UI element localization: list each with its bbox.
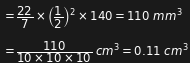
Text: $ = \dfrac{22}{7} \times \left(\dfrac{1}{2}\right)^{2} \times 140 = 110 \ mm^{3}: $ = \dfrac{22}{7} \times \left(\dfrac{1}… — [2, 4, 183, 30]
Text: $ = \dfrac{110}{10 \times 10 \times 10} \ cm^{3} = 0.11 \ cm^{3}$: $ = \dfrac{110}{10 \times 10 \times 10} … — [2, 39, 189, 63]
